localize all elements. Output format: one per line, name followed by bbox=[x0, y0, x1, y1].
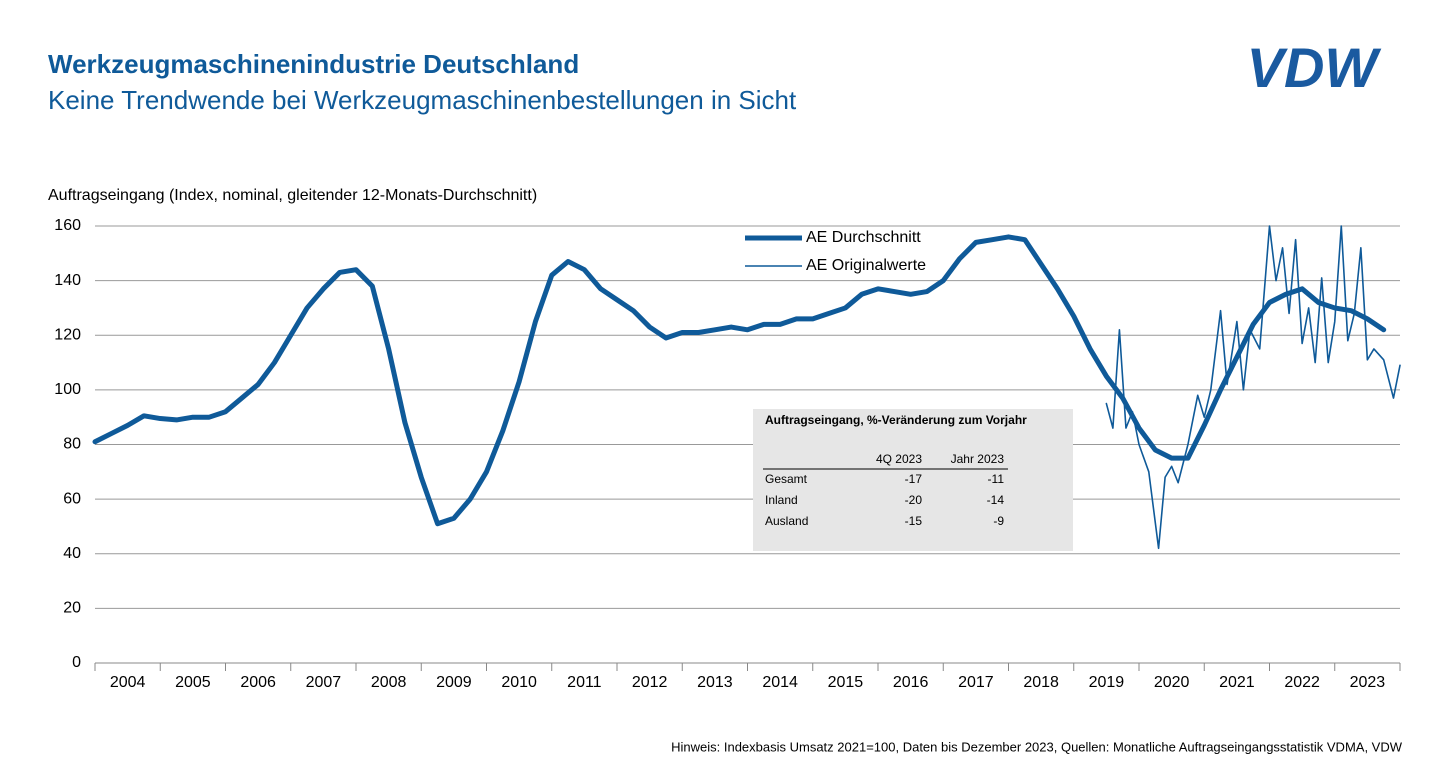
chart-subtitle: Keine Trendwende bei Werkzeugmaschinenbe… bbox=[48, 85, 797, 115]
x-tick-label: 2008 bbox=[371, 674, 407, 691]
x-tick-label: 2004 bbox=[110, 674, 146, 691]
y-tick-label: 0 bbox=[72, 654, 81, 671]
x-tick-label: 2015 bbox=[828, 674, 864, 691]
x-tick-label: 2007 bbox=[306, 674, 342, 691]
x-tick-label: 2019 bbox=[1089, 674, 1125, 691]
y-tick-label: 40 bbox=[63, 545, 81, 562]
x-tick-label: 2016 bbox=[893, 674, 929, 691]
table-cell: -14 bbox=[987, 493, 1005, 507]
x-tick-label: 2018 bbox=[1023, 674, 1059, 691]
table-cell: -15 bbox=[905, 514, 923, 528]
logo: VDW bbox=[1247, 36, 1382, 99]
x-tick-label: 2017 bbox=[958, 674, 994, 691]
table-cell: -20 bbox=[905, 493, 923, 507]
y-axis-label: Auftragseingang (Index, nominal, gleiten… bbox=[48, 187, 537, 204]
y-tick-label: 80 bbox=[63, 436, 81, 453]
x-tick-label: 2006 bbox=[240, 674, 276, 691]
x-tick-label: 2020 bbox=[1154, 674, 1190, 691]
y-tick-label: 100 bbox=[54, 381, 81, 398]
x-tick-label: 2021 bbox=[1219, 674, 1255, 691]
x-tick-label: 2014 bbox=[762, 674, 798, 691]
y-tick-label: 140 bbox=[54, 272, 81, 289]
y-tick-label: 60 bbox=[63, 490, 81, 507]
y-tick-label: 120 bbox=[54, 326, 81, 343]
x-tick-label: 2009 bbox=[436, 674, 472, 691]
note: Hinweis: Indexbasis Umsatz 2021=100, Dat… bbox=[671, 739, 1403, 754]
table-header: Jahr 2023 bbox=[951, 452, 1005, 466]
legend-label: AE Originalwerte bbox=[806, 257, 926, 274]
legend-label: AE Durchschnitt bbox=[806, 229, 921, 246]
y-tick-label: 160 bbox=[54, 217, 81, 234]
table-header: 4Q 2023 bbox=[876, 452, 922, 466]
summary-table: Auftragseingang, %-Veränderung zum Vorja… bbox=[753, 409, 1073, 551]
table-row-label: Inland bbox=[765, 493, 798, 507]
table-cell: -11 bbox=[988, 472, 1005, 486]
chart-title: Werkzeugmaschinenindustrie Deutschland bbox=[48, 49, 579, 79]
x-tick-label: 2012 bbox=[632, 674, 668, 691]
table-cell: -17 bbox=[905, 472, 923, 486]
series-line bbox=[92, 234, 1387, 527]
table-row-label: Ausland bbox=[765, 514, 808, 528]
table-title: Auftragseingang, %-Veränderung zum Vorja… bbox=[765, 413, 1027, 427]
x-tick-label: 2023 bbox=[1350, 674, 1386, 691]
table-cell: -9 bbox=[993, 514, 1004, 528]
y-tick-label: 20 bbox=[63, 600, 81, 617]
x-tick-label: 2022 bbox=[1284, 674, 1320, 691]
x-tick-label: 2013 bbox=[697, 674, 733, 691]
x-tick-label: 2011 bbox=[567, 674, 602, 691]
table-background bbox=[753, 409, 1073, 551]
table-row-label: Gesamt bbox=[765, 472, 808, 486]
series-line bbox=[1105, 225, 1401, 550]
x-tick-label: 2010 bbox=[501, 674, 537, 691]
x-tick-label: 2005 bbox=[175, 674, 211, 691]
